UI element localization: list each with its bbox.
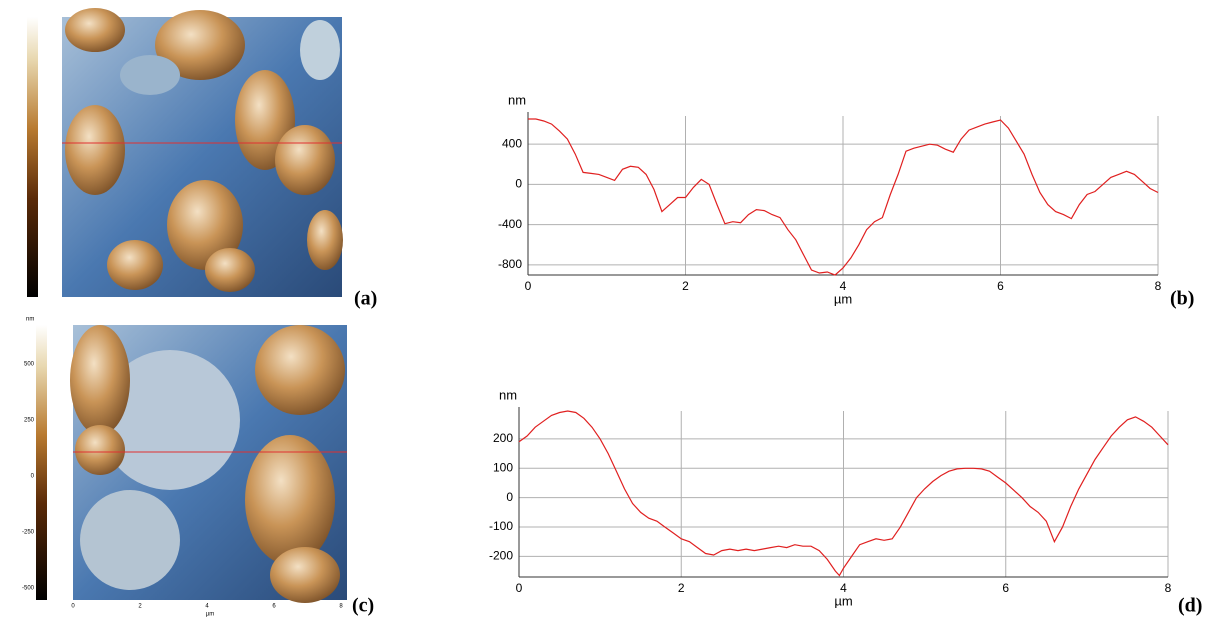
colorbar-tick: 0 bbox=[31, 474, 35, 480]
colorbar-tick: -500 bbox=[22, 586, 35, 592]
x-tick-label: 4 bbox=[840, 279, 847, 293]
colorbar-unit: nm bbox=[26, 317, 34, 323]
x-tick-label: 4 bbox=[840, 581, 847, 595]
image-x-tick: 4 bbox=[205, 604, 209, 610]
colorbar-tick: 250 bbox=[24, 418, 35, 424]
x-tick-label: 0 bbox=[525, 279, 532, 293]
image-x-tick: 8 bbox=[339, 604, 343, 610]
colorbar bbox=[36, 325, 47, 600]
y-tick-label: 0 bbox=[506, 490, 513, 504]
x-axis-label: µm bbox=[834, 291, 852, 306]
y-tick-label: -200 bbox=[489, 549, 513, 563]
panel-label: (c) bbox=[352, 595, 374, 617]
y-tick-label: -800 bbox=[498, 257, 522, 271]
data-line bbox=[528, 118, 1159, 276]
x-tick-label: 2 bbox=[678, 581, 685, 595]
x-tick-label: 2 bbox=[682, 279, 689, 293]
afm-image-c bbox=[36, 325, 347, 603]
colorbar-tick: 500 bbox=[24, 362, 35, 368]
panel-label: (a) bbox=[354, 288, 377, 310]
colorbar bbox=[27, 17, 38, 297]
image-x-label: µm bbox=[206, 612, 214, 618]
y-axis-label: nm bbox=[499, 387, 517, 402]
image-x-tick: 6 bbox=[272, 604, 276, 610]
x-tick-label: 0 bbox=[516, 581, 523, 595]
x-tick-label: 8 bbox=[1155, 279, 1162, 293]
x-tick-label: 6 bbox=[1002, 581, 1009, 595]
panel-label: (d) bbox=[1178, 595, 1202, 617]
afm-image-a bbox=[27, 8, 343, 297]
x-tick-label: 6 bbox=[997, 279, 1004, 293]
y-tick-label: 100 bbox=[493, 460, 513, 474]
panel-label: (b) bbox=[1170, 288, 1194, 310]
colorbar-tick: -250 bbox=[22, 530, 35, 536]
image-x-tick: 0 bbox=[71, 604, 75, 610]
y-tick-label: 0 bbox=[515, 177, 522, 191]
data-line bbox=[518, 410, 1169, 577]
y-tick-label: 200 bbox=[493, 431, 513, 445]
y-tick-label: -400 bbox=[498, 217, 522, 231]
y-tick-label: 400 bbox=[502, 136, 522, 150]
y-axis-label: nm bbox=[508, 92, 526, 107]
x-axis-label: µm bbox=[834, 593, 852, 608]
image-x-tick: 2 bbox=[138, 604, 142, 610]
y-tick-label: -100 bbox=[489, 519, 513, 533]
x-tick-label: 8 bbox=[1165, 581, 1172, 595]
